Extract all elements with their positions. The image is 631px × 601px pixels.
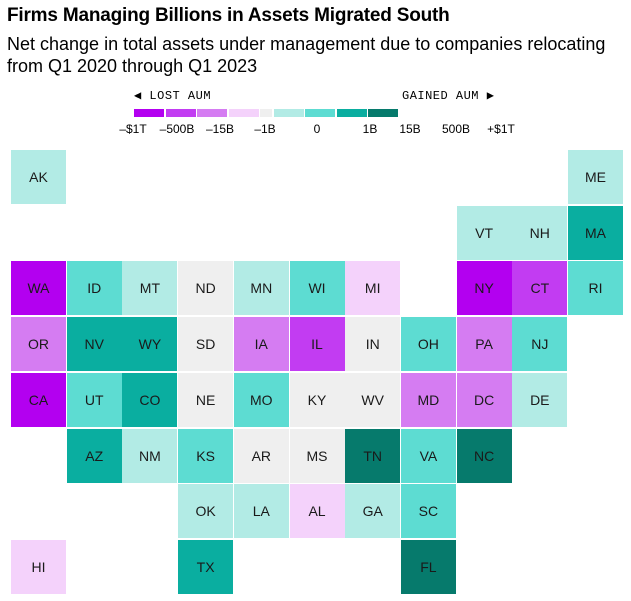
- state-tile-nd: ND: [178, 261, 234, 316]
- state-tile-wi: WI: [289, 261, 345, 316]
- legend-swatch: [305, 109, 335, 117]
- state-tile-co: CO: [122, 372, 178, 427]
- state-tile-ca: CA: [11, 372, 66, 427]
- legend-tick-label: –$1T: [119, 122, 147, 136]
- state-tile-ny: NY: [456, 261, 512, 316]
- color-legend: ◀ LOST AUM GAINED AUM ▶ –$1T –500B –15B –1B…: [119, 88, 520, 138]
- state-tile-dc: DC: [456, 372, 512, 427]
- state-tile-sc: SC: [400, 484, 456, 539]
- state-tile-nc: NC: [456, 428, 512, 483]
- state-tile-wa: WA: [11, 261, 66, 316]
- legend-tick-label: –15B: [205, 122, 235, 136]
- state-tile-ms: MS: [289, 428, 345, 483]
- state-tile-fl: FL: [400, 539, 456, 594]
- state-tile-ne: NE: [178, 372, 234, 427]
- state-tile-mt: MT: [122, 261, 178, 316]
- state-tile-nm: NM: [122, 428, 178, 483]
- legend-swatches: [134, 109, 400, 117]
- legend-tick-label: 15B: [399, 122, 421, 136]
- legend-tick-label: +$1T: [487, 122, 515, 136]
- state-tile-oh: OH: [400, 317, 456, 372]
- state-tile-mn: MN: [233, 261, 289, 316]
- legend-tick-label: 0: [313, 122, 321, 136]
- state-tile-ri: RI: [568, 261, 623, 316]
- state-tile-ut: UT: [66, 372, 122, 427]
- state-tile-ga: GA: [345, 484, 401, 539]
- state-tile-ct: CT: [512, 261, 568, 316]
- legend-tick-label: 500B: [441, 122, 471, 136]
- state-tile-ak: AK: [11, 150, 66, 204]
- state-tile-wy: WY: [122, 317, 178, 372]
- state-tile-ma: MA: [568, 205, 623, 260]
- state-tile-la: LA: [233, 484, 289, 539]
- state-tile-md: MD: [400, 372, 456, 427]
- state-tile-tx: TX: [178, 539, 234, 594]
- legend-swatch: [165, 109, 196, 117]
- legend-swatch: [273, 109, 304, 117]
- legend-tick-label: 1B: [362, 122, 378, 136]
- state-tile-il: IL: [289, 317, 345, 372]
- state-tile-ky: KY: [289, 372, 345, 427]
- state-tile-nj: NJ: [512, 317, 568, 372]
- state-tile-pa: PA: [456, 317, 512, 372]
- state-tile-va: VA: [400, 428, 456, 483]
- legend-gained-label: GAINED AUM ▶: [402, 89, 495, 103]
- legend-swatch: [368, 109, 398, 117]
- legend-tick-label: –500B: [159, 122, 195, 136]
- legend-swatch: [228, 109, 259, 117]
- state-tile-id: ID: [66, 261, 122, 316]
- state-tile-ok: OK: [178, 484, 234, 539]
- state-tile-ia: IA: [233, 317, 289, 372]
- legend-swatch: [260, 109, 272, 117]
- state-tile-nv: NV: [66, 317, 122, 372]
- state-tile-ks: KS: [178, 428, 234, 483]
- state-tile-ar: AR: [233, 428, 289, 483]
- state-tile-me: ME: [568, 150, 623, 204]
- state-tile-wv: WV: [345, 372, 401, 427]
- state-tile-al: AL: [289, 484, 345, 539]
- chart-subtitle: Net change in total assets under managem…: [7, 34, 606, 76]
- state-tile-az: AZ: [66, 428, 122, 483]
- state-tile-mi: MI: [345, 261, 401, 316]
- state-tile-in: IN: [345, 317, 401, 372]
- chart-title: Firms Managing Billions in Assets Migrat…: [7, 5, 450, 26]
- state-tile-vt: VT: [456, 205, 512, 260]
- legend-swatch: [197, 109, 227, 117]
- legend-tick-label: –1B: [254, 122, 276, 136]
- state-tile-sd: SD: [178, 317, 234, 372]
- state-tile-mo: MO: [233, 372, 289, 427]
- state-tile-hi: HI: [11, 539, 66, 594]
- legend-lost-label: ◀ LOST AUM: [134, 89, 212, 103]
- legend-swatch: [336, 109, 367, 117]
- state-tile-or: OR: [11, 317, 66, 372]
- state-tile-tn: TN: [345, 428, 401, 483]
- state-tile-de: DE: [512, 372, 568, 427]
- legend-swatch: [134, 109, 164, 117]
- state-tile-nh: NH: [512, 205, 568, 260]
